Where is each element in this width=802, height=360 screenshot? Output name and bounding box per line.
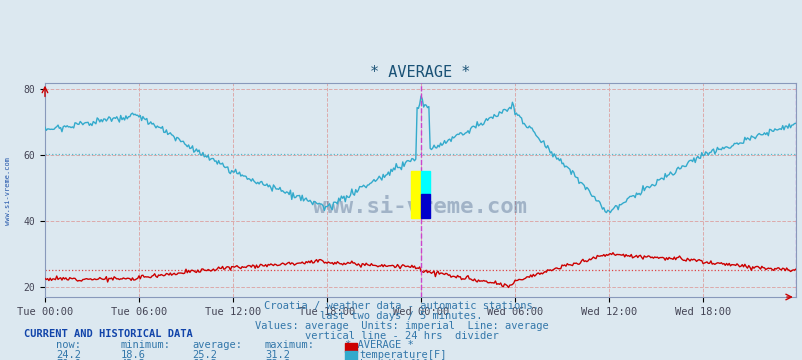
Text: 60.3: 60.3 [192,359,217,360]
Text: * AVERAGE *: * AVERAGE * [345,340,414,350]
Text: Values: average  Units: imperial  Line: average: Values: average Units: imperial Line: av… [254,321,548,331]
Text: 43.3: 43.3 [120,359,145,360]
Text: 31.2: 31.2 [265,350,290,360]
Text: average:: average: [192,340,242,350]
Text: humidity[%]: humidity[%] [359,359,428,360]
Text: now:: now: [56,340,81,350]
Text: 78.6: 78.6 [265,359,290,360]
Text: last two days / 5 minutes.: last two days / 5 minutes. [320,311,482,321]
Text: 18.6: 18.6 [120,350,145,360]
Text: temperature[F]: temperature[F] [359,350,447,360]
Text: 70.0: 70.0 [56,359,81,360]
Text: minimum:: minimum: [120,340,170,350]
Text: 24.2: 24.2 [56,350,81,360]
Text: www.si-vreme.com: www.si-vreme.com [5,157,11,225]
Text: vertical line - 24 hrs  divider: vertical line - 24 hrs divider [304,331,498,341]
Text: www.si-vreme.com: www.si-vreme.com [313,197,527,217]
Bar [420,171,430,194]
Bar [420,194,430,218]
Bar [411,171,420,218]
Title: * AVERAGE *: * AVERAGE * [370,65,470,80]
Text: 25.2: 25.2 [192,350,217,360]
Text: CURRENT AND HISTORICAL DATA: CURRENT AND HISTORICAL DATA [24,329,192,339]
Text: maximum:: maximum: [265,340,314,350]
Text: Croatia / weather data - automatic stations.: Croatia / weather data - automatic stati… [264,301,538,311]
